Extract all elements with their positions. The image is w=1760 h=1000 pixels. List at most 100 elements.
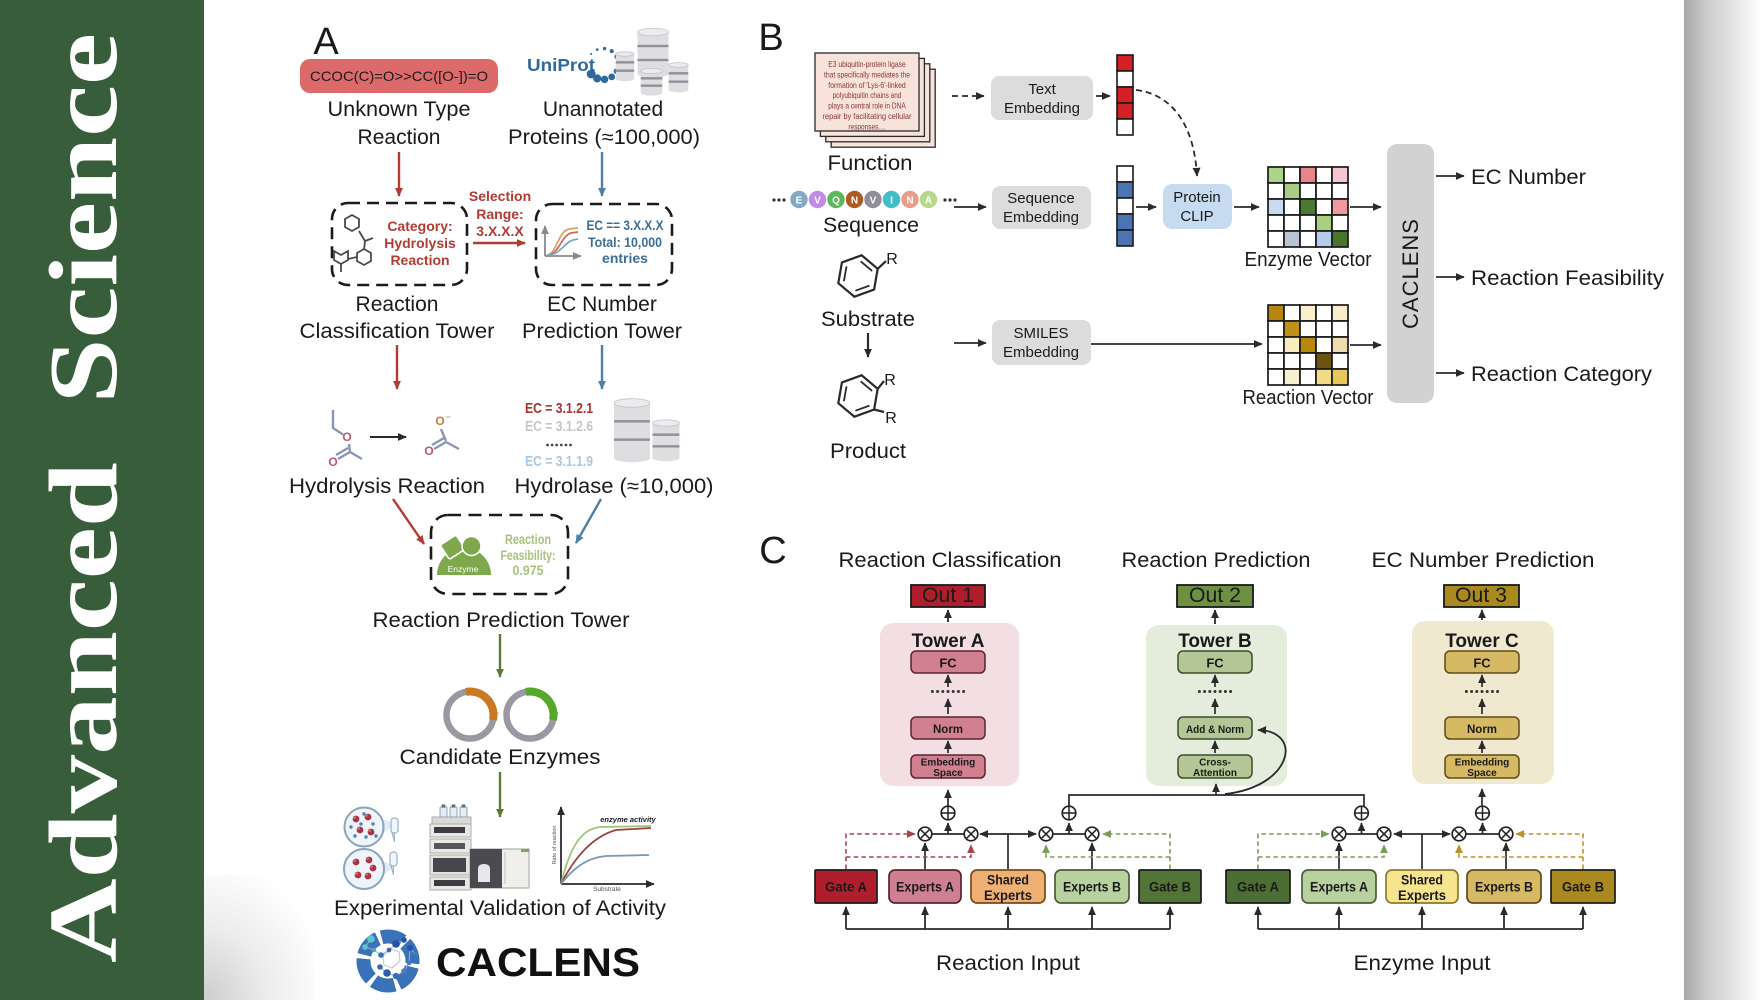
svg-text:Norm: Norm <box>1467 724 1497 736</box>
svg-text:Product: Product <box>830 440 906 463</box>
svg-text:Enzyme Input: Enzyme Input <box>1354 952 1491 975</box>
svg-text:repair by facilitating cellula: repair by facilitating cellular <box>823 112 912 121</box>
svg-text:plays a central role in DNA: plays a central role in DNA <box>828 102 906 111</box>
svg-text:Selection: Selection <box>469 188 531 204</box>
svg-text:O: O <box>435 414 444 428</box>
svg-text:Reaction Feasibility: Reaction Feasibility <box>1471 267 1665 290</box>
svg-text:I: I <box>890 195 893 206</box>
svg-text:Unannotated: Unannotated <box>543 98 663 121</box>
svg-text:Add & Norm: Add & Norm <box>1186 724 1244 736</box>
svg-text:Category:: Category: <box>387 218 452 234</box>
svg-text:Range:: Range: <box>476 206 523 222</box>
svg-text:A: A <box>313 21 339 63</box>
svg-text:Experimental Validation of Act: Experimental Validation of Activity <box>334 897 667 920</box>
svg-text:Reaction Prediction: Reaction Prediction <box>1122 549 1311 572</box>
svg-text:R: R <box>885 410 897 427</box>
svg-text:R: R <box>884 372 896 389</box>
svg-text:Rate of reaction: Rate of reaction <box>552 826 558 865</box>
svg-text:FC: FC <box>939 656 957 671</box>
svg-text:Space: Space <box>1467 768 1497 779</box>
svg-text:Gate A: Gate A <box>1237 880 1279 895</box>
svg-text:EC Number: EC Number <box>547 293 657 316</box>
svg-text:0.975: 0.975 <box>513 563 544 578</box>
svg-text:Experts: Experts <box>984 888 1032 903</box>
svg-text:N: N <box>906 195 913 206</box>
svg-text:O: O <box>342 430 351 444</box>
svg-text:Experts A: Experts A <box>1310 880 1368 895</box>
svg-text:Embedding: Embedding <box>921 758 975 769</box>
svg-text:C: C <box>759 530 786 572</box>
svg-text:Gate B: Gate B <box>1562 880 1604 895</box>
svg-text:Hydrolysis: Hydrolysis <box>384 235 456 251</box>
svg-text:Text: Text <box>1028 81 1056 98</box>
svg-text:EC = 3.1.1.9: EC = 3.1.1.9 <box>525 454 593 470</box>
svg-text:polyubiquitin chains and: polyubiquitin chains and <box>833 91 902 100</box>
svg-text:Reaction Vector: Reaction Vector <box>1243 387 1374 409</box>
svg-text:Tower B: Tower B <box>1178 631 1252 652</box>
svg-text:CACLENS: CACLENS <box>1398 218 1423 329</box>
svg-text:Prediction Tower: Prediction Tower <box>522 320 682 343</box>
svg-text:A: A <box>925 195 932 206</box>
svg-text:entries: entries <box>602 250 648 266</box>
svg-text:O: O <box>424 444 433 458</box>
svg-text:Classification Tower: Classification Tower <box>300 320 495 343</box>
svg-text:CCOC(C)=O>>CC([O-])=O: CCOC(C)=O>>CC([O-])=O <box>310 68 488 84</box>
svg-text:Function: Function <box>828 152 913 175</box>
svg-text:SMILES: SMILES <box>1013 325 1068 342</box>
svg-text:−: − <box>445 412 450 422</box>
svg-text:Reaction Prediction Tower: Reaction Prediction Tower <box>373 609 630 632</box>
svg-text:Experts B: Experts B <box>1063 880 1121 895</box>
svg-text:Sequence: Sequence <box>823 214 919 237</box>
svg-text:Hydrolase (≈10,000): Hydrolase (≈10,000) <box>515 475 714 498</box>
svg-text:Reaction: Reaction <box>390 252 449 268</box>
svg-text:Cross-: Cross- <box>1199 758 1231 769</box>
svg-text:Shared: Shared <box>987 873 1029 888</box>
svg-text:Hydrolysis Reaction: Hydrolysis Reaction <box>289 475 485 498</box>
svg-text:N: N <box>851 195 858 206</box>
svg-text:Experts B: Experts B <box>1475 880 1533 895</box>
svg-text:responses....: responses.... <box>848 122 885 131</box>
svg-text:Reaction Classification: Reaction Classification <box>839 549 1062 572</box>
svg-text:UniProt: UniProt <box>527 55 595 75</box>
svg-text:Substrate: Substrate <box>593 886 621 893</box>
svg-text:Experts: Experts <box>1398 888 1446 903</box>
svg-text:Reaction: Reaction <box>505 532 551 547</box>
svg-text:Out 1: Out 1 <box>922 584 974 607</box>
svg-text:Tower A: Tower A <box>912 631 985 652</box>
svg-text:Out 2: Out 2 <box>1189 584 1241 607</box>
svg-text:FC: FC <box>1473 656 1491 671</box>
svg-text:Embedding: Embedding <box>1455 758 1509 769</box>
svg-text:Feasibility:: Feasibility: <box>501 548 556 563</box>
svg-text:Advanced Science: Advanced Science <box>30 33 137 963</box>
svg-text:EC == 3.X.X.X: EC == 3.X.X.X <box>587 217 665 233</box>
svg-text:Reaction: Reaction <box>356 293 439 316</box>
svg-text:Norm: Norm <box>933 724 963 736</box>
svg-text:Space: Space <box>933 768 963 779</box>
svg-text:Q: Q <box>832 195 840 206</box>
svg-text:Total: 10,000: Total: 10,000 <box>588 234 662 250</box>
svg-text:V: V <box>870 195 877 206</box>
svg-text:enzyme activity: enzyme activity <box>600 815 656 824</box>
svg-text:3.X.X.X: 3.X.X.X <box>476 223 524 239</box>
svg-text:Out 3: Out 3 <box>1455 584 1507 607</box>
svg-text:Attention: Attention <box>1193 768 1237 779</box>
svg-text:R: R <box>886 251 898 268</box>
svg-text:CACLENS: CACLENS <box>436 941 640 985</box>
svg-text:Protein: Protein <box>1173 189 1221 206</box>
svg-text:Reaction Input: Reaction Input <box>936 952 1080 975</box>
svg-text:Gate B: Gate B <box>1149 880 1191 895</box>
svg-text:E: E <box>796 195 803 206</box>
svg-text:Embedding: Embedding <box>1003 209 1079 226</box>
svg-text:Enzyme: Enzyme <box>448 564 479 574</box>
svg-text:Embedding: Embedding <box>1004 100 1080 117</box>
svg-text:O: O <box>328 455 337 469</box>
svg-text:formation of 'Lys-6'-linked: formation of 'Lys-6'-linked <box>828 81 906 90</box>
svg-text:Gate A: Gate A <box>825 880 867 895</box>
svg-text:Embedding: Embedding <box>1003 344 1079 361</box>
svg-text:EC Number Prediction: EC Number Prediction <box>1372 549 1595 572</box>
svg-text:EC = 3.1.2.1: EC = 3.1.2.1 <box>525 401 593 417</box>
svg-text:Candidate Enzymes: Candidate Enzymes <box>400 746 601 769</box>
svg-text:Proteins (≈100,000): Proteins (≈100,000) <box>508 126 700 149</box>
svg-text:Enzyme Vector: Enzyme Vector <box>1245 249 1372 271</box>
svg-text:Substrate: Substrate <box>821 308 915 331</box>
